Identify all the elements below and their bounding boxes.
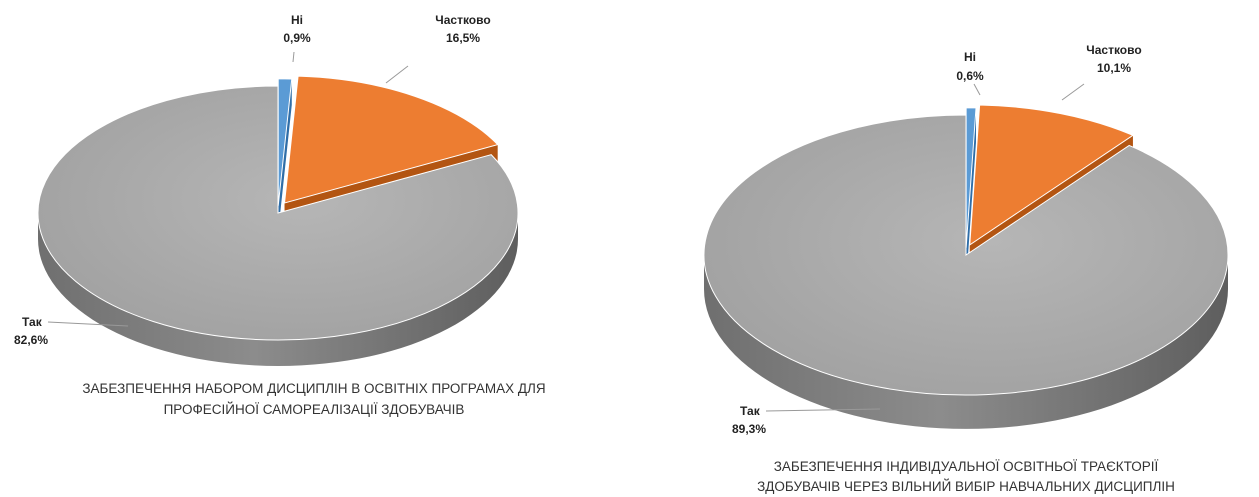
- pie-1-slice-Ні: [277, 78, 293, 206]
- pie-1-leader-tak: [47, 321, 129, 327]
- pie-2-title-line-2: ЗДОБУВАЧІВ ЧЕРЕЗ ВІЛЬНИЙ ВИБІР НАВЧАЛЬНИ…: [757, 479, 1175, 494]
- pie-2-slices: [703, 104, 1229, 429]
- pie-2-leader-ni: [973, 83, 981, 96]
- pie-1-value-chastkovo: 16,5%: [446, 31, 480, 45]
- pie-1-value-tak: 82,6%: [14, 333, 48, 347]
- pie-1-slice-Частково: [283, 75, 499, 204]
- pie-1-leader-chastkovo: [385, 65, 409, 84]
- pie-2-slice-Частково: [969, 104, 1134, 246]
- pie-1-leader-ni: [292, 51, 295, 63]
- pie-2-leader-tak: [765, 408, 881, 412]
- pie-2-label-tak: Так: [740, 404, 761, 418]
- pie-1-slice-Так: [37, 85, 519, 341]
- pie-2-cutface-0: [966, 107, 977, 282]
- pie-2-side-2-0: [704, 255, 1228, 429]
- pie-1-label-tak: Так: [22, 315, 43, 329]
- pie-2-leader-chastkovo: [1061, 83, 1085, 101]
- pie-1-title-line-2: ПРОФЕСІЙНОЇ САМОРЕАЛІЗАЦІЇ ЗДОБУВАЧІВ: [164, 402, 465, 417]
- pie-2-title-line-1: ЗАБЕЗПЕЧЕННЯ ІНДИВІДУАЛЬНОЇ ОСВІТНЬОЇ ТР…: [774, 459, 1159, 474]
- pie-chart-1: Ні 0,9% Частково 16,5% Так 82,6% ЗАБЕЗПЕ…: [14, 13, 546, 417]
- pie-1-side-2-0: [38, 213, 518, 366]
- pie-1-slices: [37, 75, 519, 366]
- pie-chart-2: Ні 0,6% Частково 10,1% Так 89,3% ЗАБЕЗПЕ…: [703, 43, 1229, 494]
- pie-1-label-chastkovo: Частково: [435, 13, 490, 27]
- pie-1-cutface-0: [278, 79, 292, 232]
- pie-1-label-ni: Ні: [291, 13, 303, 27]
- pie-1-value-ni: 0,9%: [283, 31, 311, 45]
- pie-2-value-ni: 0,6%: [956, 69, 984, 83]
- pie-2-value-tak: 89,3%: [732, 422, 766, 436]
- pie-2-value-chastkovo: 10,1%: [1097, 61, 1131, 75]
- pie-2-label-ni: Ні: [964, 50, 976, 64]
- pie-1-title-line-1: ЗАБЕЗПЕЧЕННЯ НАБОРОМ ДИСЦИПЛІН В ОСВІТНІ…: [82, 381, 545, 396]
- pie-2-slice-Ні: [965, 107, 977, 248]
- pie-2-label-chastkovo: Частково: [1086, 43, 1141, 57]
- pie-2-slice-Так: [703, 114, 1229, 396]
